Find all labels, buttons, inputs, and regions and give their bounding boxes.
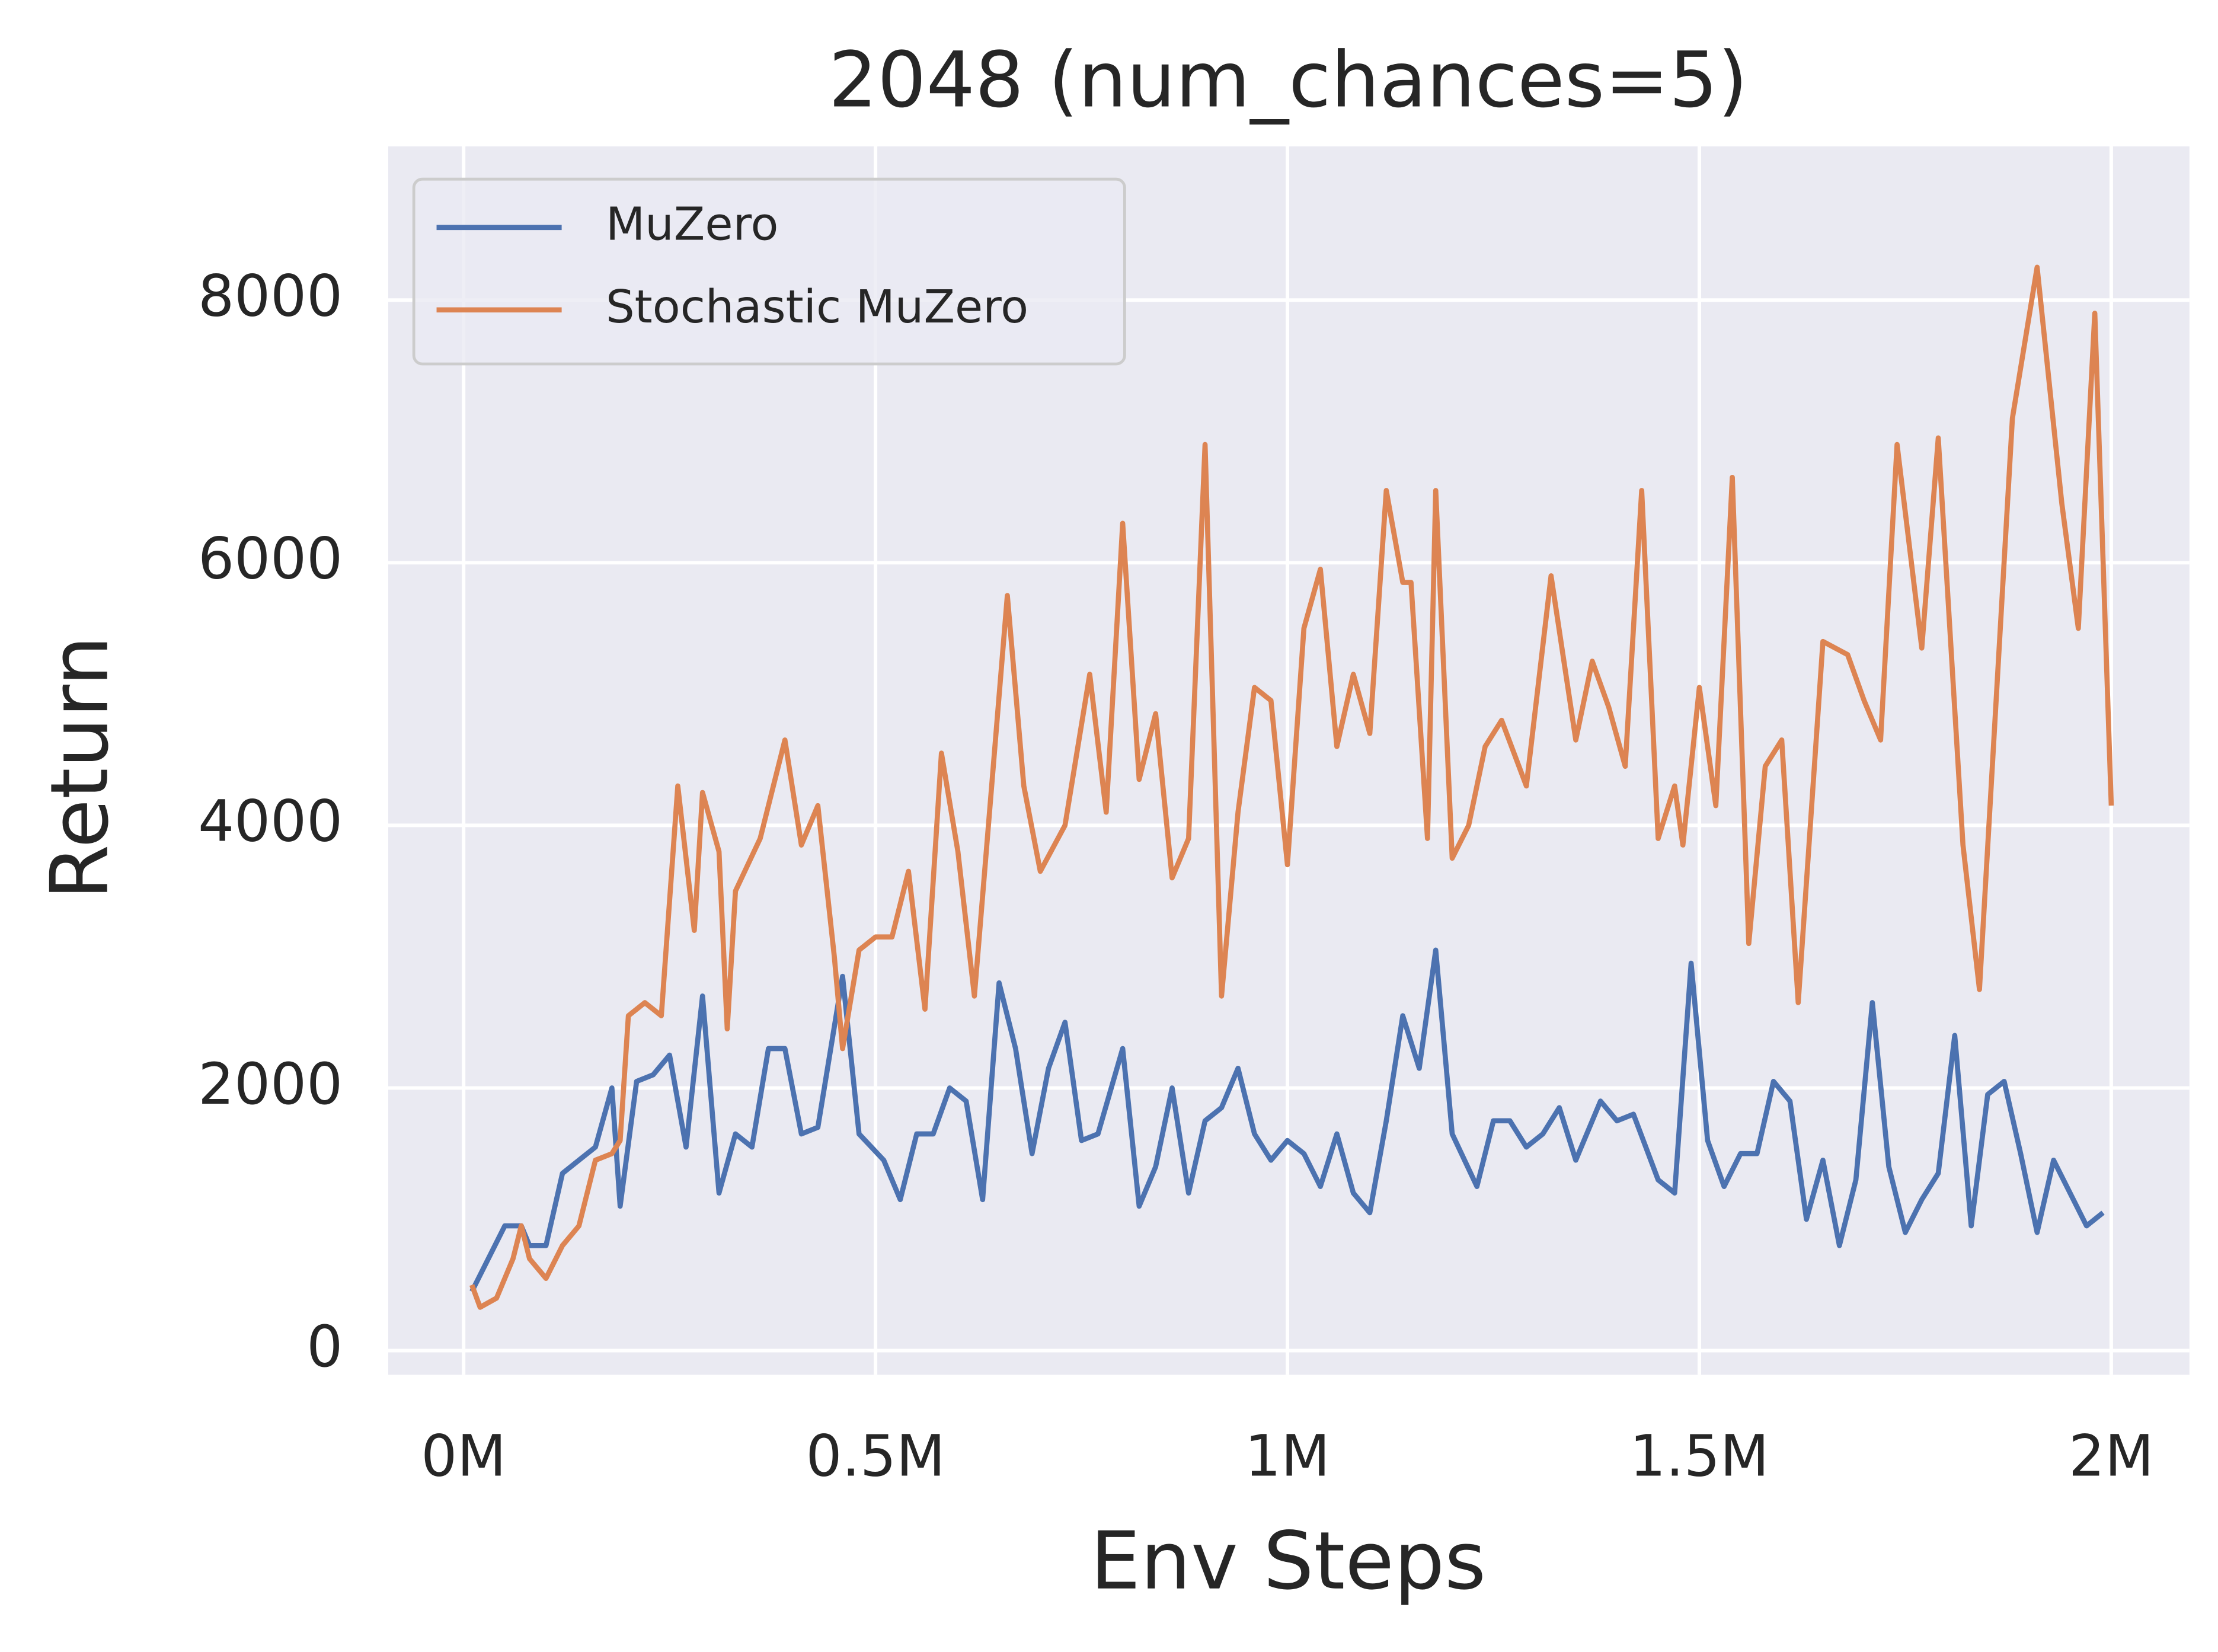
y-tick-label: 4000 (198, 788, 343, 855)
x-axis-title: Env Steps (1090, 1514, 1486, 1608)
x-tick-label: 0.5M (806, 1423, 945, 1490)
y-tick-label: 0 (306, 1314, 343, 1380)
marks (469, 264, 2114, 1310)
x-tick-label: 1.5M (1629, 1423, 1769, 1490)
x-tick-label: 0M (421, 1423, 506, 1490)
y-tick-label: 6000 (198, 526, 343, 592)
series-line (469, 264, 2114, 1310)
y-axis-title: Return (33, 635, 126, 900)
chart-title: 2048 (num_chances=5) (829, 36, 1748, 125)
legend-box (412, 177, 1126, 366)
legend-label: MuZero (606, 199, 778, 251)
y-tick-label: 8000 (198, 263, 343, 330)
series-line (469, 947, 2105, 1293)
legend-label: Stochastic MuZero (606, 281, 1028, 334)
x-tick-label: 1M (1245, 1423, 1330, 1490)
y-tick-label: 2000 (198, 1051, 343, 1117)
legend: MuZero Stochastic MuZero (412, 177, 1126, 366)
x-tick-label: 2M (2069, 1423, 2154, 1490)
